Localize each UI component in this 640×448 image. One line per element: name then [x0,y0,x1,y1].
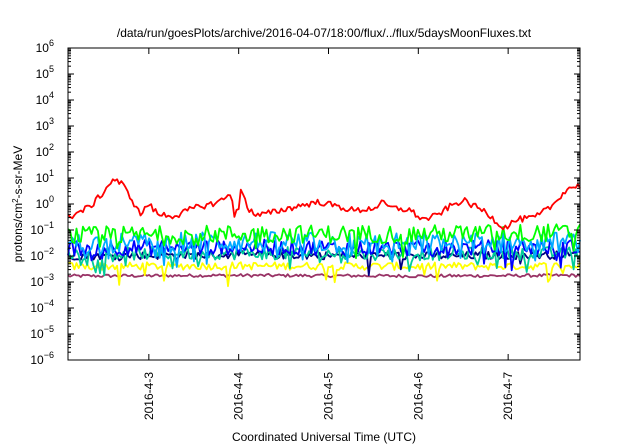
y-tick-label: 10−6 [30,350,54,367]
series-layer [67,178,581,288]
x-tick-label: 2016-4-7 [501,372,515,420]
y-tick-label: 105 [36,64,54,81]
y-axis-label: protons/cm2-s-sr-MeV [11,146,26,262]
y-tick-label: 103 [36,116,54,133]
plot-frame [67,47,581,361]
y-tick-label: 101 [36,168,54,185]
y-axis-label-main: protons/cm [11,203,25,262]
y-tick-label: 10−5 [30,324,54,341]
series-line [67,261,581,288]
y-axis-label-rest: -s-sr-MeV [11,146,25,199]
y-tick-label: 10−2 [30,246,54,263]
series-line [67,223,581,260]
y-axis-label-sup: 2 [11,198,20,203]
chart-title: /data/run/goesPlots/archive/2016-04-07/1… [117,26,532,40]
x-tick-label: 2016-4-6 [411,372,425,420]
series-line [67,178,581,231]
y-tick-label: 10−4 [30,298,54,315]
x-axis-label: Coordinated Universal Time (UTC) [232,430,416,444]
y-tick-label: 10−3 [30,272,54,289]
x-tick-label: 2016-4-3 [142,372,156,420]
x-tick-label: 2016-4-5 [321,372,335,420]
x-tick-label: 2016-4-4 [232,372,246,420]
y-axis: 10−6 10−5 10−4 10−3 10−2 10−1 100 101 102 103 104 1… [30,38,580,367]
y-tick-label: 104 [36,90,54,107]
y-tick-label: 10−1 [30,220,54,237]
x-axis: 2016-4-3 2016-4-4 2016-4-5 2016-4-6 2016-4-7 [142,48,515,420]
y-tick-label: 106 [36,38,54,55]
y-tick-label: 100 [36,194,54,211]
y-tick-label: 102 [36,142,54,159]
series-line [67,273,581,279]
